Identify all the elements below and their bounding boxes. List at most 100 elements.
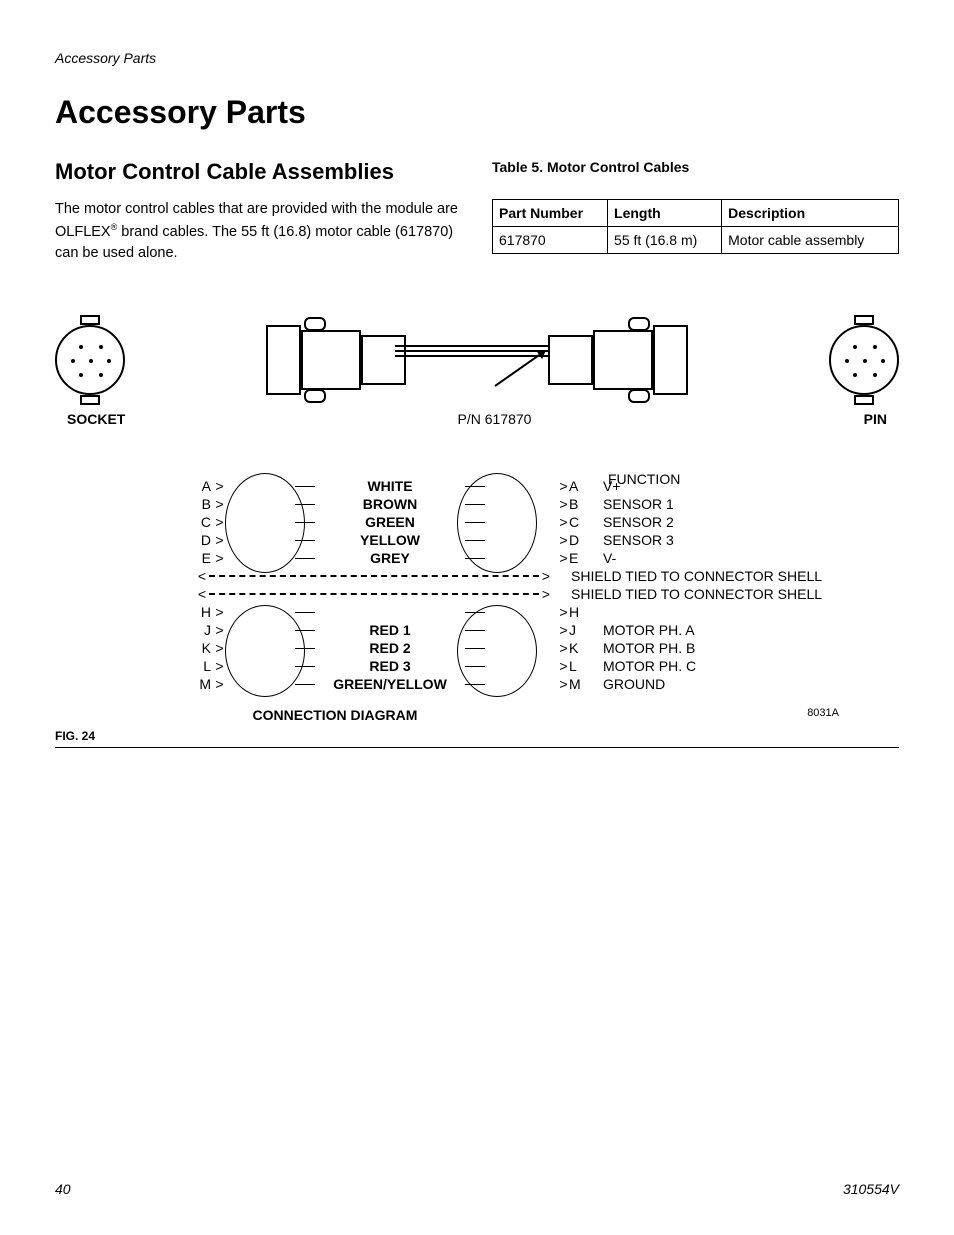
pin-left: A xyxy=(195,478,211,494)
wire-color: GREEN/YELLOW xyxy=(315,676,465,692)
section-header-label: Accessory Parts xyxy=(55,50,899,66)
document-number: 310554V xyxy=(843,1181,899,1197)
pin-plug-icon xyxy=(548,325,688,395)
connector-labels-row: SOCKET P/N 617870 PIN xyxy=(55,411,899,427)
wire-color: BROWN xyxy=(315,496,465,512)
pin-left: E xyxy=(195,550,211,566)
wire-function: MOTOR PH. A xyxy=(603,622,695,638)
cell-length: 55 ft (16.8 m) xyxy=(608,227,722,254)
wire-function: MOTOR PH. C xyxy=(603,658,696,674)
pin-label: PIN xyxy=(864,411,887,427)
wire-row: H > > H xyxy=(55,603,899,621)
arrow-right-icon: > xyxy=(555,676,569,692)
arrow-right-icon: > xyxy=(211,532,225,548)
wire-color: RED 2 xyxy=(315,640,465,656)
figure-rule xyxy=(55,747,899,748)
page-footer: 40 310554V xyxy=(55,1181,899,1197)
intro-paragraph: The motor control cables that are provid… xyxy=(55,199,462,265)
wire-row: K > RED 2 > K MOTOR PH. B xyxy=(55,639,899,657)
socket-plug-icon xyxy=(266,325,406,395)
pin-left: H xyxy=(195,604,211,620)
wire-function: V- xyxy=(603,550,616,566)
left-column: Motor Control Cable Assemblies The motor… xyxy=(55,159,462,265)
arrow-right-icon: > xyxy=(555,604,569,620)
arrow-right-icon: > xyxy=(555,496,569,512)
table-caption: Table 5. Motor Control Cables xyxy=(492,159,899,175)
shield-row: < > SHIELD TIED TO CONNECTOR SHELL xyxy=(55,585,899,603)
wire-row: D > YELLOW > D SENSOR 3 xyxy=(55,531,899,549)
arrow-right-icon: > xyxy=(211,496,225,512)
col-part-number: Part Number xyxy=(493,200,608,227)
arrow-right-icon: > xyxy=(555,658,569,674)
wire-color: YELLOW xyxy=(315,532,465,548)
cable-wire-line xyxy=(395,345,559,347)
connection-diagram: FUNCTION A > WHITE > A V+ B > BROWN > B … xyxy=(55,477,899,723)
arrow-right-icon: > xyxy=(539,568,553,584)
arrow-right-icon: > xyxy=(555,550,569,566)
socket-connector-icon xyxy=(55,325,125,395)
pin-right: M xyxy=(569,676,585,692)
motor-cables-table: Part Number Length Description 617870 55… xyxy=(492,199,899,254)
figure-number-label: FIG. 24 xyxy=(55,729,899,743)
arrow-right-icon: > xyxy=(211,550,225,566)
wire-color: RED 3 xyxy=(315,658,465,674)
pin-right: A xyxy=(569,478,585,494)
wire-color: GREEN xyxy=(315,514,465,530)
pin-left: L xyxy=(195,658,211,674)
arrow-right-icon: > xyxy=(555,640,569,656)
pin-right: L xyxy=(569,658,585,674)
wire-color: GREY xyxy=(315,550,465,566)
pin-left: B xyxy=(195,496,211,512)
cable-wire-line xyxy=(395,350,559,352)
pin-right: J xyxy=(569,622,585,638)
wire-color: RED 1 xyxy=(315,622,465,638)
pin-left: C xyxy=(195,514,211,530)
right-column: Table 5. Motor Control Cables Part Numbe… xyxy=(492,159,899,265)
col-length: Length xyxy=(608,200,722,227)
pin-left: J xyxy=(195,622,211,638)
arrow-right-icon: > xyxy=(211,514,225,530)
wire-row: B > BROWN > B SENSOR 1 xyxy=(55,495,899,513)
shield-text: SHIELD TIED TO CONNECTOR SHELL xyxy=(571,568,822,584)
shield-dash-line xyxy=(209,575,539,577)
pin-right: E xyxy=(569,550,585,566)
page-title: Accessory Parts xyxy=(55,94,899,131)
wire-row: C > GREEN > C SENSOR 2 xyxy=(55,513,899,531)
arrow-left-icon: < xyxy=(195,568,209,584)
pin-left: D xyxy=(195,532,211,548)
arrow-right-icon: > xyxy=(211,622,225,638)
pin-left: M xyxy=(195,676,211,692)
pin-right: K xyxy=(569,640,585,656)
part-number-label: P/N 617870 xyxy=(458,411,532,427)
arrow-right-icon: > xyxy=(211,658,225,674)
table-header-row: Part Number Length Description xyxy=(493,200,899,227)
section-heading: Motor Control Cable Assemblies xyxy=(55,159,462,185)
wire-row: L > RED 3 > L MOTOR PH. C xyxy=(55,657,899,675)
arrow-right-icon: > xyxy=(555,532,569,548)
two-column-layout: Motor Control Cable Assemblies The motor… xyxy=(55,159,899,265)
wire-function: SENSOR 1 xyxy=(603,496,674,512)
pin-right: C xyxy=(569,514,585,530)
wire-function: GROUND xyxy=(603,676,665,692)
pin-right: B xyxy=(569,496,585,512)
pin-right: D xyxy=(569,532,585,548)
arrow-right-icon: > xyxy=(211,478,225,494)
cell-part-number: 617870 xyxy=(493,227,608,254)
pin-connector-icon xyxy=(829,325,899,395)
arrow-right-icon: > xyxy=(211,640,225,656)
wire-row: J > RED 1 > J MOTOR PH. A xyxy=(55,621,899,639)
socket-label: SOCKET xyxy=(67,411,125,427)
figure-24: SOCKET P/N 617870 PIN FUNCTION A > WHITE… xyxy=(55,315,899,748)
connection-diagram-label: CONNECTION DIAGRAM xyxy=(165,707,505,723)
wire-function: SENSOR 2 xyxy=(603,514,674,530)
arrow-right-icon: > xyxy=(555,514,569,530)
cable-assembly-illustration xyxy=(55,315,899,405)
wire-color: WHITE xyxy=(315,478,465,494)
table-row: 617870 55 ft (16.8 m) Motor cable assemb… xyxy=(493,227,899,254)
arrow-right-icon: > xyxy=(555,622,569,638)
arrow-right-icon: > xyxy=(211,676,225,692)
col-description: Description xyxy=(722,200,899,227)
wire-row: E > GREY > E V- xyxy=(55,549,899,567)
wire-function: MOTOR PH. B xyxy=(603,640,695,656)
arrow-right-icon: > xyxy=(539,586,553,602)
